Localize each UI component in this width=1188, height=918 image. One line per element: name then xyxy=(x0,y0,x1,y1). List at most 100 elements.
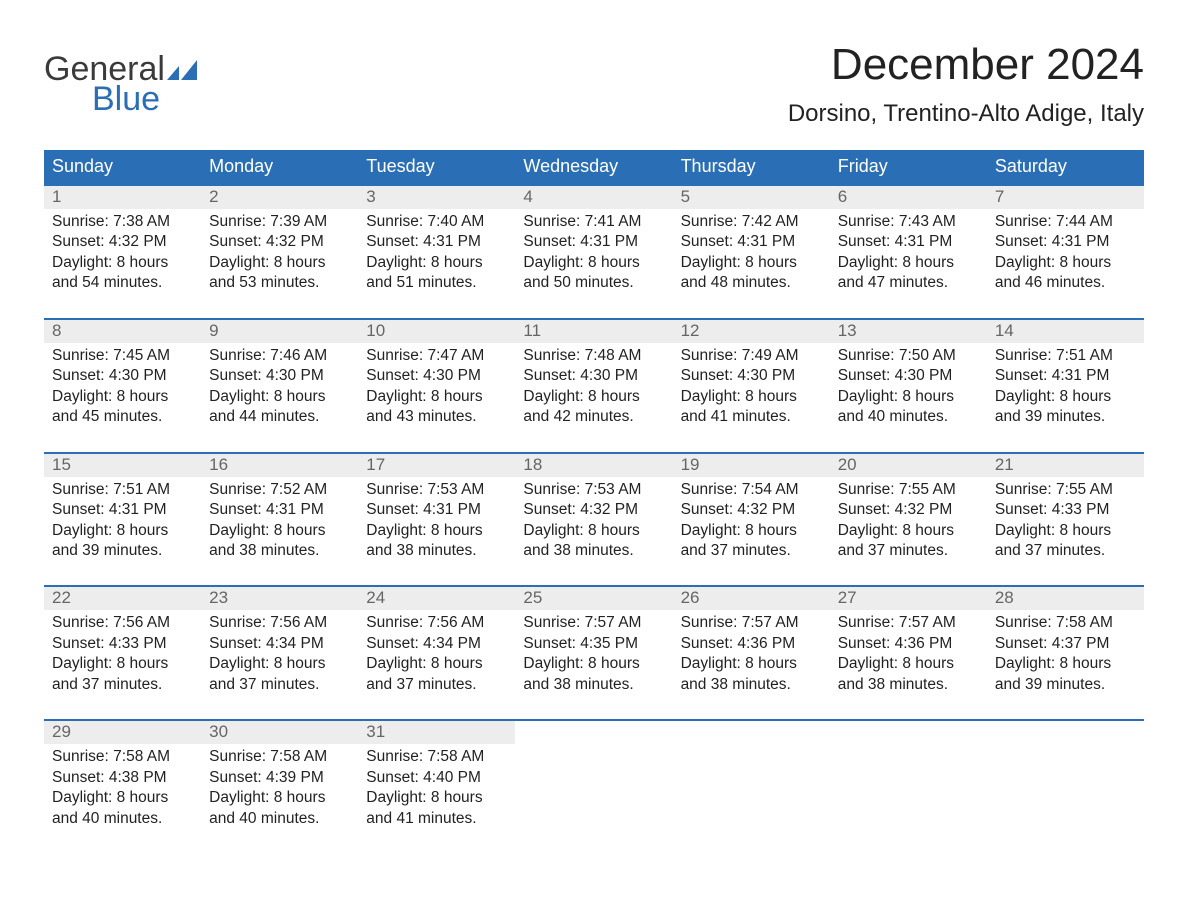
day-details: Sunrise: 7:55 AMSunset: 4:33 PMDaylight:… xyxy=(987,477,1144,586)
day-details: Sunrise: 7:48 AMSunset: 4:30 PMDaylight:… xyxy=(515,343,672,452)
daylight-line1: Daylight: 8 hours xyxy=(995,387,1136,407)
daylight-line1: Daylight: 8 hours xyxy=(995,654,1136,674)
sunset-text: Sunset: 4:30 PM xyxy=(838,366,979,386)
week-row: 1234567Sunrise: 7:38 AMSunset: 4:32 PMDa… xyxy=(44,184,1144,318)
date-number-cell: 2 xyxy=(201,186,358,209)
day-details: Sunrise: 7:52 AMSunset: 4:31 PMDaylight:… xyxy=(201,477,358,586)
sunrise-text: Sunrise: 7:58 AM xyxy=(52,747,193,767)
day-details: Sunrise: 7:56 AMSunset: 4:33 PMDaylight:… xyxy=(44,610,201,719)
date-number-cell xyxy=(515,721,672,744)
daylight-line2: and 38 minutes. xyxy=(366,541,507,561)
date-number-cell: 6 xyxy=(830,186,987,209)
daylight-line1: Daylight: 8 hours xyxy=(523,521,664,541)
daylight-line2: and 40 minutes. xyxy=(209,809,350,829)
week-row: 15161718192021Sunrise: 7:51 AMSunset: 4:… xyxy=(44,452,1144,586)
date-number-cell: 3 xyxy=(358,186,515,209)
sunset-text: Sunset: 4:32 PM xyxy=(838,500,979,520)
daylight-line1: Daylight: 8 hours xyxy=(995,521,1136,541)
day-details: Sunrise: 7:53 AMSunset: 4:32 PMDaylight:… xyxy=(515,477,672,586)
daylight-line1: Daylight: 8 hours xyxy=(209,654,350,674)
day-details: Sunrise: 7:55 AMSunset: 4:32 PMDaylight:… xyxy=(830,477,987,586)
calendar: SundayMondayTuesdayWednesdayThursdayFrid… xyxy=(44,150,1144,853)
date-number-cell: 8 xyxy=(44,320,201,343)
date-number-cell: 12 xyxy=(673,320,830,343)
date-number-row: 891011121314 xyxy=(44,318,1144,343)
day-header-friday: Friday xyxy=(830,150,987,184)
day-details: Sunrise: 7:54 AMSunset: 4:32 PMDaylight:… xyxy=(673,477,830,586)
daylight-line1: Daylight: 8 hours xyxy=(52,654,193,674)
daylight-line2: and 47 minutes. xyxy=(838,273,979,293)
sunset-text: Sunset: 4:33 PM xyxy=(995,500,1136,520)
date-number-cell: 21 xyxy=(987,454,1144,477)
daylight-line2: and 37 minutes. xyxy=(838,541,979,561)
sunrise-text: Sunrise: 7:51 AM xyxy=(52,480,193,500)
day-details: Sunrise: 7:47 AMSunset: 4:30 PMDaylight:… xyxy=(358,343,515,452)
title-block: December 2024 Dorsino, Trentino-Alto Adi… xyxy=(788,40,1144,142)
day-details: Sunrise: 7:38 AMSunset: 4:32 PMDaylight:… xyxy=(44,209,201,318)
sunrise-text: Sunrise: 7:56 AM xyxy=(52,613,193,633)
daylight-line1: Daylight: 8 hours xyxy=(523,387,664,407)
sunset-text: Sunset: 4:30 PM xyxy=(209,366,350,386)
date-number-cell: 17 xyxy=(358,454,515,477)
daylight-line2: and 40 minutes. xyxy=(52,809,193,829)
daylight-line1: Daylight: 8 hours xyxy=(838,654,979,674)
date-number-cell: 5 xyxy=(673,186,830,209)
day-details: Sunrise: 7:43 AMSunset: 4:31 PMDaylight:… xyxy=(830,209,987,318)
sunset-text: Sunset: 4:38 PM xyxy=(52,768,193,788)
day-details: Sunrise: 7:41 AMSunset: 4:31 PMDaylight:… xyxy=(515,209,672,318)
week-row: 22232425262728Sunrise: 7:56 AMSunset: 4:… xyxy=(44,585,1144,719)
sunrise-text: Sunrise: 7:54 AM xyxy=(681,480,822,500)
logo: General Blue xyxy=(44,52,197,116)
day-details: Sunrise: 7:46 AMSunset: 4:30 PMDaylight:… xyxy=(201,343,358,452)
daylight-line2: and 38 minutes. xyxy=(838,675,979,695)
day-details: Sunrise: 7:42 AMSunset: 4:31 PMDaylight:… xyxy=(673,209,830,318)
sunrise-text: Sunrise: 7:43 AM xyxy=(838,212,979,232)
sunset-text: Sunset: 4:30 PM xyxy=(52,366,193,386)
sunrise-text: Sunrise: 7:47 AM xyxy=(366,346,507,366)
daylight-line2: and 37 minutes. xyxy=(366,675,507,695)
date-number-cell xyxy=(673,721,830,744)
details-row: Sunrise: 7:51 AMSunset: 4:31 PMDaylight:… xyxy=(44,477,1144,586)
date-number-cell: 15 xyxy=(44,454,201,477)
sunrise-text: Sunrise: 7:56 AM xyxy=(366,613,507,633)
day-details: Sunrise: 7:56 AMSunset: 4:34 PMDaylight:… xyxy=(358,610,515,719)
sunrise-text: Sunrise: 7:50 AM xyxy=(838,346,979,366)
sunset-text: Sunset: 4:34 PM xyxy=(366,634,507,654)
day-header-wednesday: Wednesday xyxy=(515,150,672,184)
sunrise-text: Sunrise: 7:57 AM xyxy=(681,613,822,633)
date-number-cell xyxy=(830,721,987,744)
day-header-thursday: Thursday xyxy=(673,150,830,184)
sunrise-text: Sunrise: 7:52 AM xyxy=(209,480,350,500)
day-details: Sunrise: 7:57 AMSunset: 4:36 PMDaylight:… xyxy=(673,610,830,719)
sunset-text: Sunset: 4:31 PM xyxy=(995,366,1136,386)
daylight-line2: and 43 minutes. xyxy=(366,407,507,427)
date-number-cell: 25 xyxy=(515,587,672,610)
daylight-line2: and 46 minutes. xyxy=(995,273,1136,293)
day-details: Sunrise: 7:49 AMSunset: 4:30 PMDaylight:… xyxy=(673,343,830,452)
sunset-text: Sunset: 4:31 PM xyxy=(995,232,1136,252)
daylight-line1: Daylight: 8 hours xyxy=(209,521,350,541)
day-details: Sunrise: 7:58 AMSunset: 4:39 PMDaylight:… xyxy=(201,744,358,853)
daylight-line2: and 38 minutes. xyxy=(523,541,664,561)
sunset-text: Sunset: 4:30 PM xyxy=(366,366,507,386)
day-header-tuesday: Tuesday xyxy=(358,150,515,184)
daylight-line2: and 51 minutes. xyxy=(366,273,507,293)
daylight-line1: Daylight: 8 hours xyxy=(209,387,350,407)
details-row: Sunrise: 7:38 AMSunset: 4:32 PM Daylight:… xyxy=(44,209,1144,318)
date-number-cell: 30 xyxy=(201,721,358,744)
daylight-line2: and 37 minutes. xyxy=(681,541,822,561)
date-number-cell xyxy=(987,721,1144,744)
day-details: Sunrise: 7:40 AMSunset: 4:31 PMDaylight:… xyxy=(358,209,515,318)
daylight-line1: Daylight: 8 hours xyxy=(366,654,507,674)
sunrise-text: Sunrise: 7:58 AM xyxy=(995,613,1136,633)
sunrise-text: Sunrise: 7:40 AM xyxy=(366,212,507,232)
sunset-text: Sunset: 4:32 PM xyxy=(52,232,193,252)
sunrise-text: Sunrise: 7:55 AM xyxy=(995,480,1136,500)
page-subtitle: Dorsino, Trentino-Alto Adige, Italy xyxy=(788,100,1144,128)
daylight-line1: Daylight: 8 hours xyxy=(52,788,193,808)
date-number-cell: 20 xyxy=(830,454,987,477)
sunrise-text: Sunrise: 7:38 AM xyxy=(52,212,193,232)
date-number-cell: 16 xyxy=(201,454,358,477)
sunrise-text: Sunrise: 7:53 AM xyxy=(366,480,507,500)
daylight-line1: Daylight: 8 hours xyxy=(209,253,350,273)
